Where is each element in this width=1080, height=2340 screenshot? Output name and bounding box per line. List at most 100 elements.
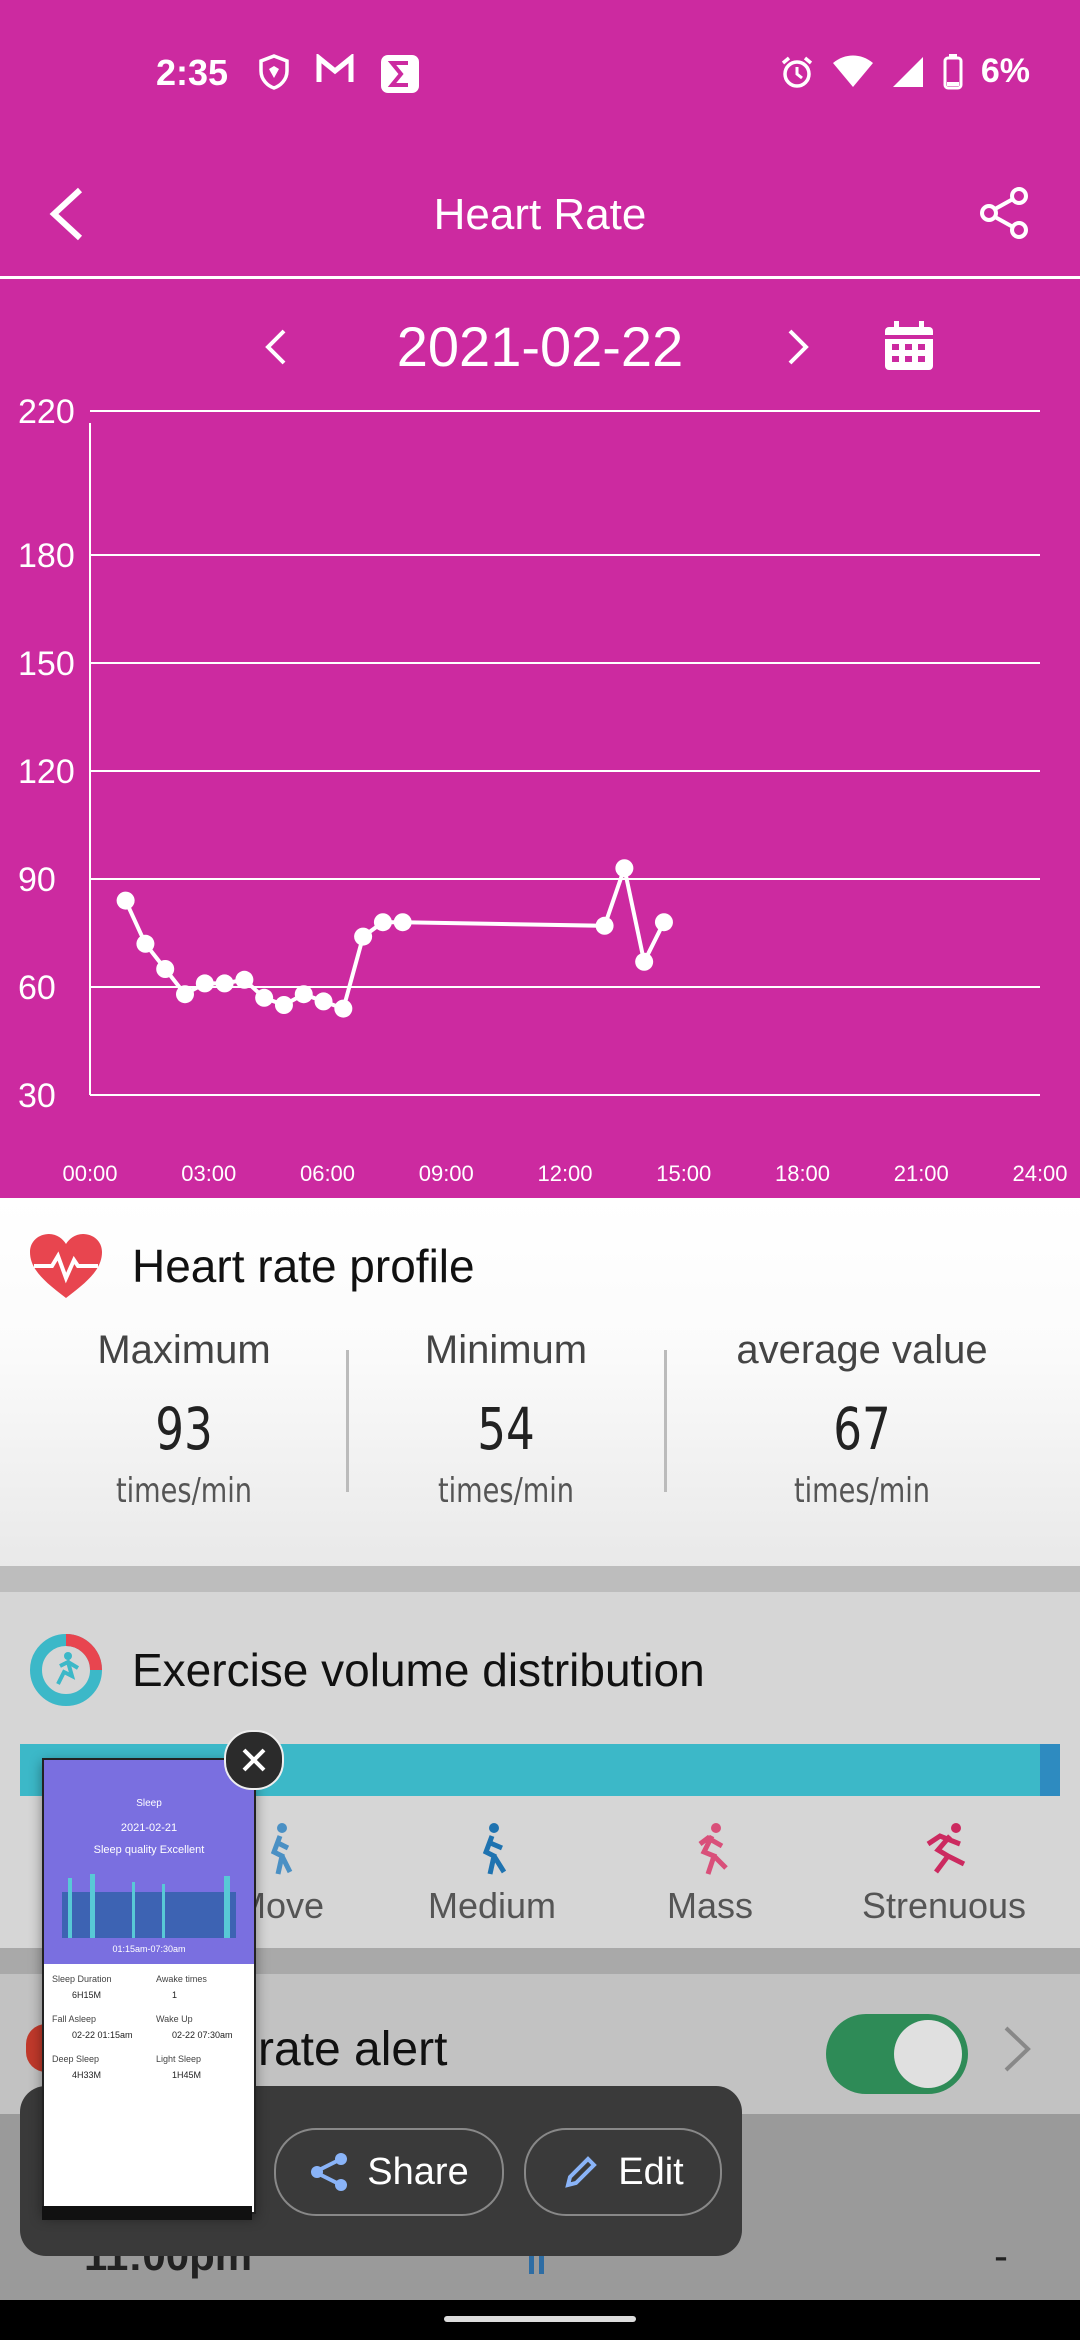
y-tick-label: 30 <box>18 1077 56 1115</box>
data-point <box>595 916 614 935</box>
walking-icon <box>482 1823 507 1875</box>
alert-label: rate alert <box>258 2023 448 2076</box>
x-tick-label: 12:00 <box>537 1161 592 1186</box>
calendar-icon <box>885 321 933 370</box>
data-point <box>373 913 392 932</box>
alert-detail-button[interactable] <box>1002 2024 1032 2079</box>
data-point <box>635 952 654 971</box>
share-button[interactable] <box>978 186 1030 245</box>
thumb-sleep-chart <box>62 1874 236 1938</box>
stat-label: average value <box>736 1328 988 1372</box>
alert-toggle[interactable] <box>826 2014 968 2094</box>
wifi-icon <box>832 55 873 87</box>
data-point <box>116 891 135 910</box>
y-tick-label: 120 <box>18 753 75 791</box>
app-bar-divider <box>0 276 1080 279</box>
app-bar: Heart Rate <box>0 150 1080 276</box>
x-tick-label: 24:00 <box>1012 1161 1067 1186</box>
heart-rate-profile-card: Heart rate profile Maximum 93 times/min … <box>0 1198 1080 1566</box>
status-bar: 2:35 6% <box>0 0 1080 150</box>
data-point <box>235 970 254 989</box>
thumb-row-label: Wake Up <box>156 2014 193 2024</box>
thumb-row-label: Awake times <box>156 1974 207 1984</box>
thumb-row-value: 6H15M <box>72 1990 102 2000</box>
stat-minimum: Minimum 54 times/min <box>376 1328 636 1511</box>
thumb-row-label: Light Sleep <box>156 2054 202 2064</box>
heart-rate-chart: 220 180 150 120 90 60 30 00:00 03:00 06:00 09:00 12… <box>0 393 1080 1198</box>
chevron-right-icon <box>788 329 809 365</box>
screenshot-edit-button[interactable]: Edit <box>524 2128 722 2216</box>
level-label: Mass <box>666 1885 753 1926</box>
calendar-button[interactable] <box>882 319 936 378</box>
y-tick-label: 90 <box>18 861 56 899</box>
bar-segment <box>1040 1744 1060 1796</box>
profile-header: Heart rate profile <box>28 1232 475 1300</box>
exercise-title: Exercise volume distribution <box>132 1644 705 1696</box>
level-label: Medium <box>427 1885 557 1926</box>
data-point <box>393 913 412 932</box>
data-point <box>176 985 194 1004</box>
thumb-row-value: 02-22 07:30am <box>172 2030 233 2040</box>
x-tick-label: 09:00 <box>419 1161 474 1186</box>
toggle-knob <box>894 2020 962 2088</box>
x-tick-label: 06:00 <box>300 1161 355 1186</box>
home-gesture-handle[interactable] <box>444 2316 636 2322</box>
exercise-donut-icon <box>30 1634 102 1706</box>
level-strenuous: Strenuous <box>852 1822 1036 1927</box>
level-medium: Medium <box>412 1822 572 1927</box>
previous-day-button[interactable] <box>262 327 288 372</box>
data-point <box>156 960 175 978</box>
exercise-header: Exercise volume distribution <box>28 1632 705 1708</box>
gmail-icon <box>316 54 354 82</box>
pause-icon <box>529 2250 544 2274</box>
data-point <box>274 996 293 1014</box>
dismiss-screenshot-button[interactable] <box>224 1730 284 1790</box>
stat-label: Maximum <box>97 1328 271 1372</box>
pencil-icon <box>565 2156 598 2188</box>
chevron-left-icon <box>265 329 286 365</box>
battery-percent: 6% <box>980 52 1030 90</box>
thumb-range: 01:15am-07:30am <box>112 1944 186 1954</box>
schedule-value: - <box>994 2232 1008 2279</box>
screenshot-thumbnail[interactable]: Sleep 2021-02-21 Sleep quality Excellent… <box>42 1758 256 2214</box>
data-point <box>654 913 673 932</box>
x-tick-label: 03:00 <box>181 1161 236 1186</box>
stat-average: average value 67 times/min <box>690 1328 1034 1511</box>
stat-unit: times/min <box>437 1471 575 1511</box>
notification-icons <box>258 54 420 94</box>
y-tick-label: 220 <box>18 399 75 431</box>
heart-pulse-icon <box>30 1234 102 1298</box>
profile-title: Heart rate profile <box>132 1240 475 1292</box>
data-point <box>255 988 274 1007</box>
stat-value: 67 <box>833 1395 891 1463</box>
walking-icon <box>270 1823 293 1875</box>
signal-icon <box>892 56 923 87</box>
page-title: Heart Rate <box>433 190 647 239</box>
selected-date: 2021-02-22 <box>396 315 684 378</box>
thumb-row-label: Deep Sleep <box>52 2054 100 2064</box>
alarm-icon <box>781 56 812 88</box>
thumb-title: Sleep <box>136 1798 162 1809</box>
date-navigator: 2021-02-22 <box>0 279 1080 399</box>
status-time: 2:35 <box>156 52 229 93</box>
back-button[interactable] <box>44 186 88 247</box>
stat-value: 54 <box>477 1395 535 1463</box>
thumb-quality: Sleep quality Excellent <box>93 1844 205 1856</box>
shield-icon <box>259 54 289 90</box>
sigma-app-icon <box>381 55 419 93</box>
next-day-button[interactable] <box>786 327 812 372</box>
x-tick-label: 00:00 <box>62 1161 117 1186</box>
back-arrow-icon <box>49 187 83 241</box>
data-point <box>195 974 214 993</box>
thumb-date: 2021-02-21 <box>120 1822 178 1834</box>
thumb-navbar <box>42 2206 252 2220</box>
share-icon <box>311 2153 348 2191</box>
data-point <box>314 992 333 1011</box>
close-icon <box>242 1748 266 1772</box>
x-tick-label: 21:00 <box>894 1161 949 1186</box>
section-gap <box>0 1566 1080 1592</box>
system-navigation-bar <box>0 2300 1080 2340</box>
thumb-header: Sleep 2021-02-21 Sleep quality Excellent… <box>44 1760 254 1964</box>
thumb-row-label: Sleep Duration <box>52 1974 112 1984</box>
screenshot-share-button[interactable]: Share <box>274 2128 504 2216</box>
